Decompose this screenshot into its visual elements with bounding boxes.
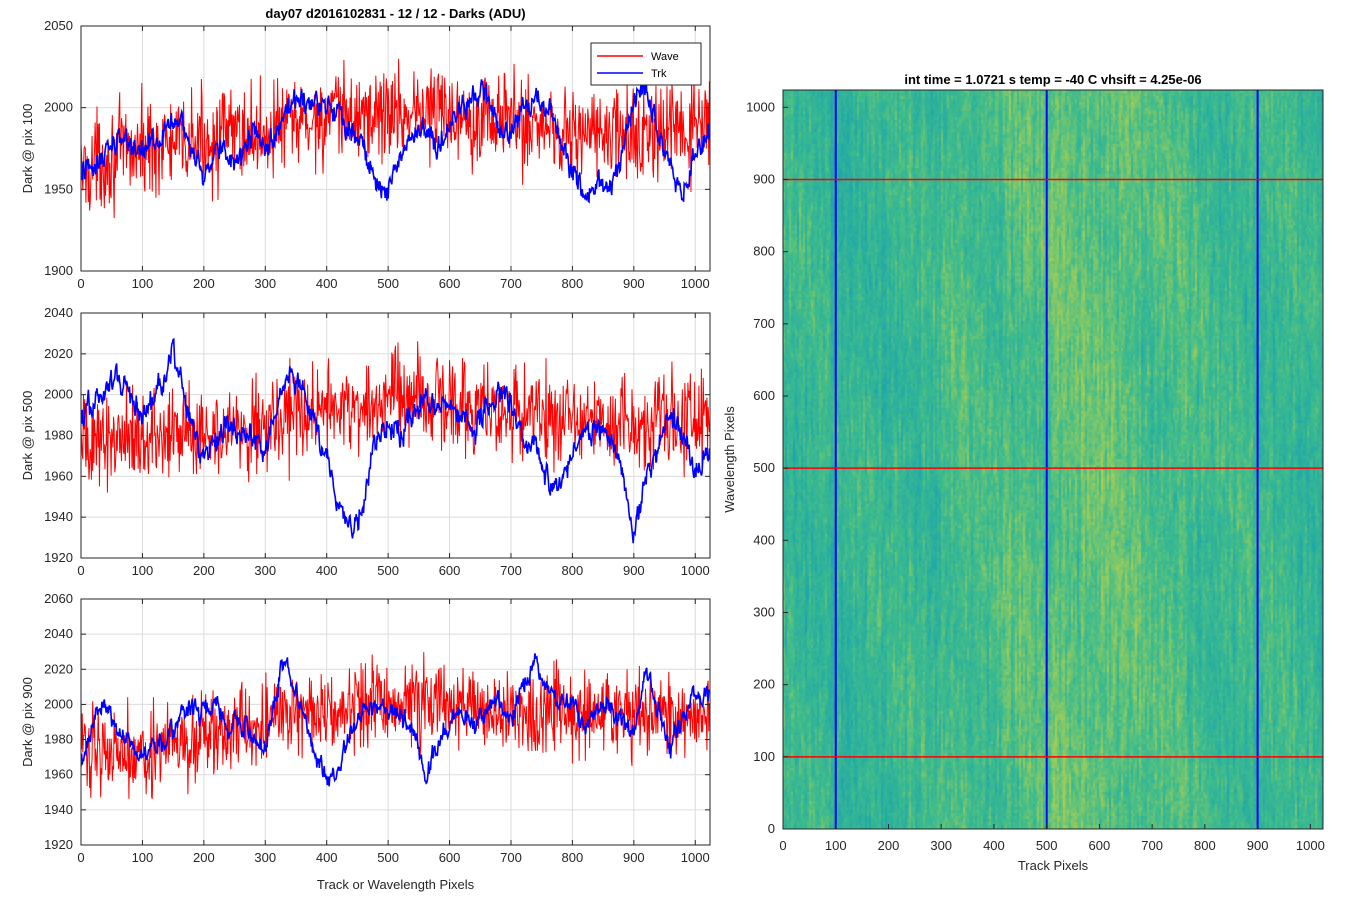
- axes-box: [80, 25, 711, 272]
- x-tick-label: 100: [132, 276, 154, 291]
- y-tick-label: 600: [753, 388, 775, 403]
- y-tick-label: 2040: [44, 305, 73, 320]
- x-tick-label: 600: [439, 276, 461, 291]
- x-tick-label: 0: [77, 276, 84, 291]
- series-line-wave: [81, 58, 710, 219]
- y-tick-label: 800: [753, 244, 775, 259]
- x-tick-label: 200: [193, 276, 215, 291]
- series-line-trk: [81, 78, 710, 204]
- x-tick-label: 400: [316, 276, 338, 291]
- panel-dark-pix-900: 0 100 200 300 400 500 600 700 800 900 1000 1920 1940…: [20, 591, 711, 892]
- y-tick-label: 2050: [44, 18, 73, 33]
- y-tick-label: 2000: [44, 387, 73, 402]
- x-tick-label: 800: [562, 850, 584, 865]
- y-tick-label: 0: [768, 821, 775, 836]
- y-tick-label: 2040: [44, 626, 73, 641]
- x-tick-label: 1000: [1296, 838, 1325, 853]
- x-tick-label: 800: [1194, 838, 1216, 853]
- y-tick-label: 2060: [44, 591, 73, 606]
- y-tick-label: 2020: [44, 346, 73, 361]
- y-tick-label: 1940: [44, 802, 73, 817]
- y-tick-label: 200: [753, 677, 775, 692]
- x-tick-label: 700: [500, 850, 522, 865]
- y-tick-label: 2000: [44, 696, 73, 711]
- x-tick-label: 100: [825, 838, 847, 853]
- y-tick-label: 1980: [44, 428, 73, 443]
- legend-label: Trk: [651, 68, 667, 80]
- y-tick-label: 1920: [44, 550, 73, 565]
- legend: Wave Trk: [590, 42, 702, 86]
- x-tick-label: 1000: [681, 563, 710, 578]
- x-tick-label: 200: [193, 563, 215, 578]
- x-tick-label: 900: [1247, 838, 1269, 853]
- y-tick-label: 500: [753, 460, 775, 475]
- x-tick-label: 200: [878, 838, 900, 853]
- x-tick-label: 1000: [681, 276, 710, 291]
- y-tick-label: 1950: [44, 181, 73, 196]
- y-axis-label: Dark @ pix 100: [20, 104, 35, 194]
- y-tick-label: 1920: [44, 837, 73, 852]
- legend-label: Wave: [651, 51, 679, 63]
- y-axis-label: Dark @ pix 500: [20, 391, 35, 481]
- x-tick-label: 400: [316, 850, 338, 865]
- panel-heatmap: 0 100 200 300 400 500 600 700 800 900 1000 0 100 200 3…: [722, 72, 1325, 873]
- x-tick-label: 0: [77, 563, 84, 578]
- x-tick-label: 1000: [681, 850, 710, 865]
- y-tick-label: 300: [753, 604, 775, 619]
- x-tick-label: 0: [779, 838, 786, 853]
- x-tick-label: 300: [930, 838, 952, 853]
- axes-box: [782, 89, 1324, 830]
- x-tick-label: 600: [1089, 838, 1111, 853]
- x-tick-label: 500: [377, 276, 399, 291]
- y-tick-label: 700: [753, 316, 775, 331]
- x-tick-label: 700: [500, 563, 522, 578]
- y-tick-label: 1900: [44, 263, 73, 278]
- x-tick-label: 600: [439, 850, 461, 865]
- legend-box: [590, 42, 702, 86]
- y-tick-label: 400: [753, 532, 775, 547]
- y-tick-label: 100: [753, 749, 775, 764]
- y-tick-label: 1960: [44, 468, 73, 483]
- x-tick-label: 900: [623, 850, 645, 865]
- x-tick-label: 300: [254, 276, 276, 291]
- series-line-s1: [81, 653, 710, 787]
- y-tick-label: 1940: [44, 509, 73, 524]
- y-tick-label: 2000: [44, 100, 73, 115]
- x-tick-label: 300: [254, 563, 276, 578]
- x-tick-label: 700: [500, 276, 522, 291]
- y-tick-label: 1980: [44, 732, 73, 747]
- x-tick-label: 500: [1036, 838, 1058, 853]
- chart-title: day07 d2016102831 - 12 / 12 - Darks (ADU…: [265, 6, 525, 21]
- axes-box: [80, 598, 711, 846]
- y-tick-label: 900: [753, 171, 775, 186]
- series-line-s1: [81, 337, 710, 544]
- y-tick-label: 2020: [44, 661, 73, 676]
- x-tick-label: 800: [562, 563, 584, 578]
- panel-dark-pix-100: 0 100 200 300 400 500 600 700 800 900 1000 1900 1950…: [20, 6, 711, 291]
- x-tick-label: 500: [377, 850, 399, 865]
- x-axis-label: Track or Wavelength Pixels: [317, 877, 475, 892]
- x-tick-label: 200: [193, 850, 215, 865]
- y-axis-label: Dark @ pix 900: [20, 677, 35, 767]
- heatmap-title: int time = 1.0721 s temp = -40 C vhsift …: [904, 72, 1201, 87]
- x-tick-label: 400: [316, 563, 338, 578]
- x-tick-label: 400: [983, 838, 1005, 853]
- panel-dark-pix-500: 0 100 200 300 400 500 600 700 800 900 1000 1920 1940…: [20, 305, 711, 578]
- x-tick-label: 900: [623, 563, 645, 578]
- heatmap-image: [783, 90, 1323, 829]
- y-axis-label: Wavelength Pixels: [722, 406, 737, 513]
- x-tick-label: 300: [254, 850, 276, 865]
- x-tick-label: 0: [77, 850, 84, 865]
- y-tick-label: 1000: [746, 99, 775, 114]
- x-tick-label: 900: [623, 276, 645, 291]
- x-tick-label: 100: [132, 563, 154, 578]
- x-tick-label: 100: [132, 850, 154, 865]
- x-tick-label: 800: [562, 276, 584, 291]
- x-tick-label: 500: [377, 563, 399, 578]
- x-tick-label: 600: [439, 563, 461, 578]
- y-tick-label: 1960: [44, 767, 73, 782]
- x-axis-label: Track Pixels: [1018, 858, 1089, 873]
- x-tick-label: 700: [1141, 838, 1163, 853]
